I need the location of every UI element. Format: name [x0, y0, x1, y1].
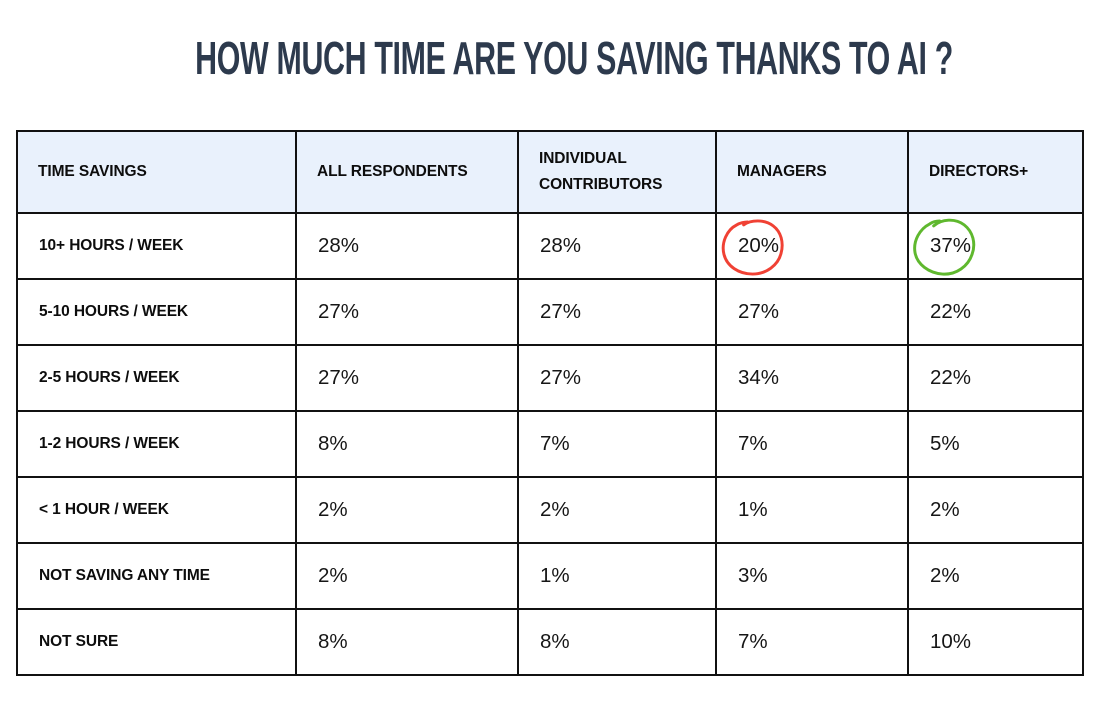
- value-cell: 27%: [295, 344, 519, 412]
- value-cell: 2%: [295, 542, 519, 610]
- header-cell-managers: MANAGERS: [715, 130, 909, 214]
- value-cell: 8%: [295, 608, 519, 676]
- header-cell-individual-contributors: INDIVIDUAL CONTRIBUTORS: [517, 130, 717, 214]
- value-cell: 3%: [715, 542, 909, 610]
- value-cell: 7%: [715, 410, 909, 478]
- value-cell: 2%: [907, 542, 1084, 610]
- value-cell: 34%: [715, 344, 909, 412]
- title-container: HOW MUCH TIME ARE YOU SAVING THANKS TO A…: [0, 34, 1100, 84]
- table-row: 2-5 HOURS / WEEK 27% 27% 34% 22%: [16, 344, 1084, 412]
- row-label: 5-10 HOURS / WEEK: [16, 278, 297, 346]
- value-cell: 27%: [715, 278, 909, 346]
- row-label: 10+ HOURS / WEEK: [16, 212, 297, 280]
- value-cell: 2%: [295, 476, 519, 544]
- header-cell-time-savings: TIME SAVINGS: [16, 130, 297, 214]
- value-cell: 5%: [907, 410, 1084, 478]
- value-cell: 28%: [517, 212, 717, 280]
- value-cell: 1%: [517, 542, 717, 610]
- table-row: 10+ HOURS / WEEK 28% 28% 20% 37%: [16, 212, 1084, 280]
- results-table: TIME SAVINGS ALL RESPONDENTS INDIVIDUAL …: [16, 130, 1084, 676]
- table-row: < 1 HOUR / WEEK 2% 2% 1% 2%: [16, 476, 1084, 544]
- value-cell: 7%: [517, 410, 717, 478]
- value-cell: 27%: [517, 278, 717, 346]
- value-cell: 8%: [295, 410, 519, 478]
- value-cell: 27%: [295, 278, 519, 346]
- table-row: 5-10 HOURS / WEEK 27% 27% 27% 22%: [16, 278, 1084, 346]
- table-row: NOT SAVING ANY TIME 2% 1% 3% 2%: [16, 542, 1084, 610]
- row-label: < 1 HOUR / WEEK: [16, 476, 297, 544]
- value-cell: 28%: [295, 212, 519, 280]
- row-label: NOT SURE: [16, 608, 297, 676]
- value-cell: 7%: [715, 608, 909, 676]
- value-cell: 2%: [517, 476, 717, 544]
- row-label: NOT SAVING ANY TIME: [16, 542, 297, 610]
- header-cell-directors: DIRECTORS+: [907, 130, 1084, 214]
- row-label: 2-5 HOURS / WEEK: [16, 344, 297, 412]
- value-cell: 27%: [517, 344, 717, 412]
- table-row: 1-2 HOURS / WEEK 8% 7% 7% 5%: [16, 410, 1084, 478]
- value-cell-circled-red: 20%: [715, 212, 909, 280]
- page-title: HOW MUCH TIME ARE YOU SAVING THANKS TO A…: [195, 32, 953, 84]
- value-cell: 8%: [517, 608, 717, 676]
- value-cell: 22%: [907, 278, 1084, 346]
- value-cell: 10%: [907, 608, 1084, 676]
- header-cell-all-respondents: ALL RESPONDENTS: [295, 130, 519, 214]
- value-cell: 2%: [907, 476, 1084, 544]
- value-cell-circled-green: 37%: [907, 212, 1084, 280]
- value-text: 20%: [738, 234, 780, 257]
- table-row: NOT SURE 8% 8% 7% 10%: [16, 608, 1084, 676]
- value-text: 37%: [930, 234, 972, 257]
- header-row: TIME SAVINGS ALL RESPONDENTS INDIVIDUAL …: [16, 130, 1084, 214]
- value-cell: 1%: [715, 476, 909, 544]
- value-cell: 22%: [907, 344, 1084, 412]
- row-label: 1-2 HOURS / WEEK: [16, 410, 297, 478]
